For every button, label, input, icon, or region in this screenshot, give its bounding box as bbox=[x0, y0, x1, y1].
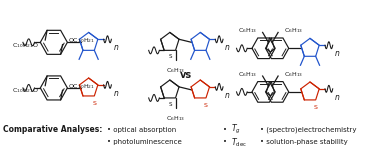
Text: $\mathregular{C_6H_{13}}$: $\mathregular{C_6H_{13}}$ bbox=[166, 66, 185, 75]
Text: $\mathregular{C_{10}H_{21}O}$: $\mathregular{C_{10}H_{21}O}$ bbox=[12, 41, 39, 50]
Text: S: S bbox=[92, 101, 96, 106]
Text: $\mathregular{C_6H_{13}}$: $\mathregular{C_6H_{13}}$ bbox=[238, 70, 257, 79]
Text: Comparative Analyses:: Comparative Analyses: bbox=[3, 125, 102, 134]
Text: $\mathregular{C_6H_{13}}$: $\mathregular{C_6H_{13}}$ bbox=[284, 70, 303, 79]
Text: •: • bbox=[223, 127, 227, 133]
Text: n: n bbox=[113, 43, 118, 52]
Text: $\mathregular{C_6H_{13}}$: $\mathregular{C_6H_{13}}$ bbox=[284, 26, 303, 35]
Text: $\mathregular{C_{10}H_{21}O}$: $\mathregular{C_{10}H_{21}O}$ bbox=[12, 86, 39, 95]
Text: •: • bbox=[223, 139, 227, 145]
Text: $\mathregular{OC_{10}H_{21}}$: $\mathregular{OC_{10}H_{21}}$ bbox=[68, 36, 95, 45]
Text: n: n bbox=[335, 49, 339, 58]
Text: n: n bbox=[335, 93, 339, 102]
Text: n: n bbox=[225, 43, 230, 52]
Text: S: S bbox=[168, 102, 172, 107]
Text: n: n bbox=[225, 91, 230, 100]
Text: • optical absorption: • optical absorption bbox=[107, 127, 176, 133]
Text: • photoluminescence: • photoluminescence bbox=[107, 139, 182, 145]
Text: vs: vs bbox=[180, 70, 192, 80]
Text: $\mathregular{C_6H_{13}}$: $\mathregular{C_6H_{13}}$ bbox=[166, 114, 185, 123]
Text: • solution-phase stability: • solution-phase stability bbox=[260, 139, 347, 145]
Text: $\mathregular{C_6H_{13}}$: $\mathregular{C_6H_{13}}$ bbox=[238, 26, 257, 35]
Text: n: n bbox=[113, 89, 118, 98]
Text: $T_g$: $T_g$ bbox=[231, 123, 241, 136]
Text: S: S bbox=[314, 105, 318, 110]
Text: $T_\mathrm{dec}$: $T_\mathrm{dec}$ bbox=[231, 136, 246, 149]
Text: S: S bbox=[204, 103, 208, 108]
Text: S: S bbox=[168, 54, 172, 59]
Text: $\mathregular{OC_{10}H_{21}}$: $\mathregular{OC_{10}H_{21}}$ bbox=[68, 82, 95, 90]
Text: • (spectro)electrochemistry: • (spectro)electrochemistry bbox=[260, 126, 356, 133]
